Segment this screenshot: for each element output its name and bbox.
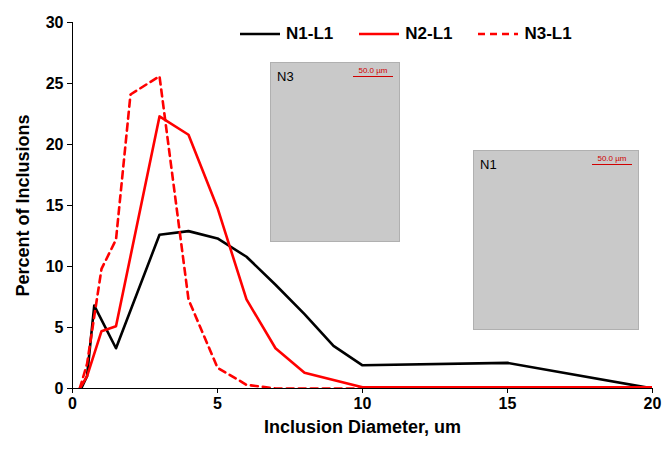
html-text:50.0 µm: 50.0 µm bbox=[358, 66, 388, 75]
svg-text:20: 20 bbox=[46, 136, 64, 153]
svg-text:10: 10 bbox=[46, 258, 64, 275]
svg-text:0: 0 bbox=[68, 395, 77, 412]
html-text:N1: N1 bbox=[480, 157, 497, 172]
svg-text:0: 0 bbox=[55, 380, 64, 397]
svg-text:15: 15 bbox=[46, 197, 64, 214]
html-text:N3-L1: N3-L1 bbox=[524, 24, 572, 43]
svg-text:25: 25 bbox=[46, 75, 64, 92]
svg-text:20: 20 bbox=[644, 395, 662, 412]
svg-text:15: 15 bbox=[499, 395, 517, 412]
html-text:N1-L1: N1-L1 bbox=[286, 24, 334, 43]
svg-text:5: 5 bbox=[213, 395, 222, 412]
html-text:N2-L1: N2-L1 bbox=[405, 24, 453, 43]
svg-text:5: 5 bbox=[55, 319, 64, 336]
svg-text:Inclusion Diameter, um: Inclusion Diameter, um bbox=[264, 417, 461, 437]
html-text:50.0 µm: 50.0 µm bbox=[597, 154, 627, 163]
html-text:N3: N3 bbox=[277, 69, 294, 84]
svg-text:Percent of Inclusions: Percent of Inclusions bbox=[13, 114, 33, 296]
svg-text:10: 10 bbox=[354, 395, 372, 412]
svg-text:30: 30 bbox=[46, 14, 64, 31]
